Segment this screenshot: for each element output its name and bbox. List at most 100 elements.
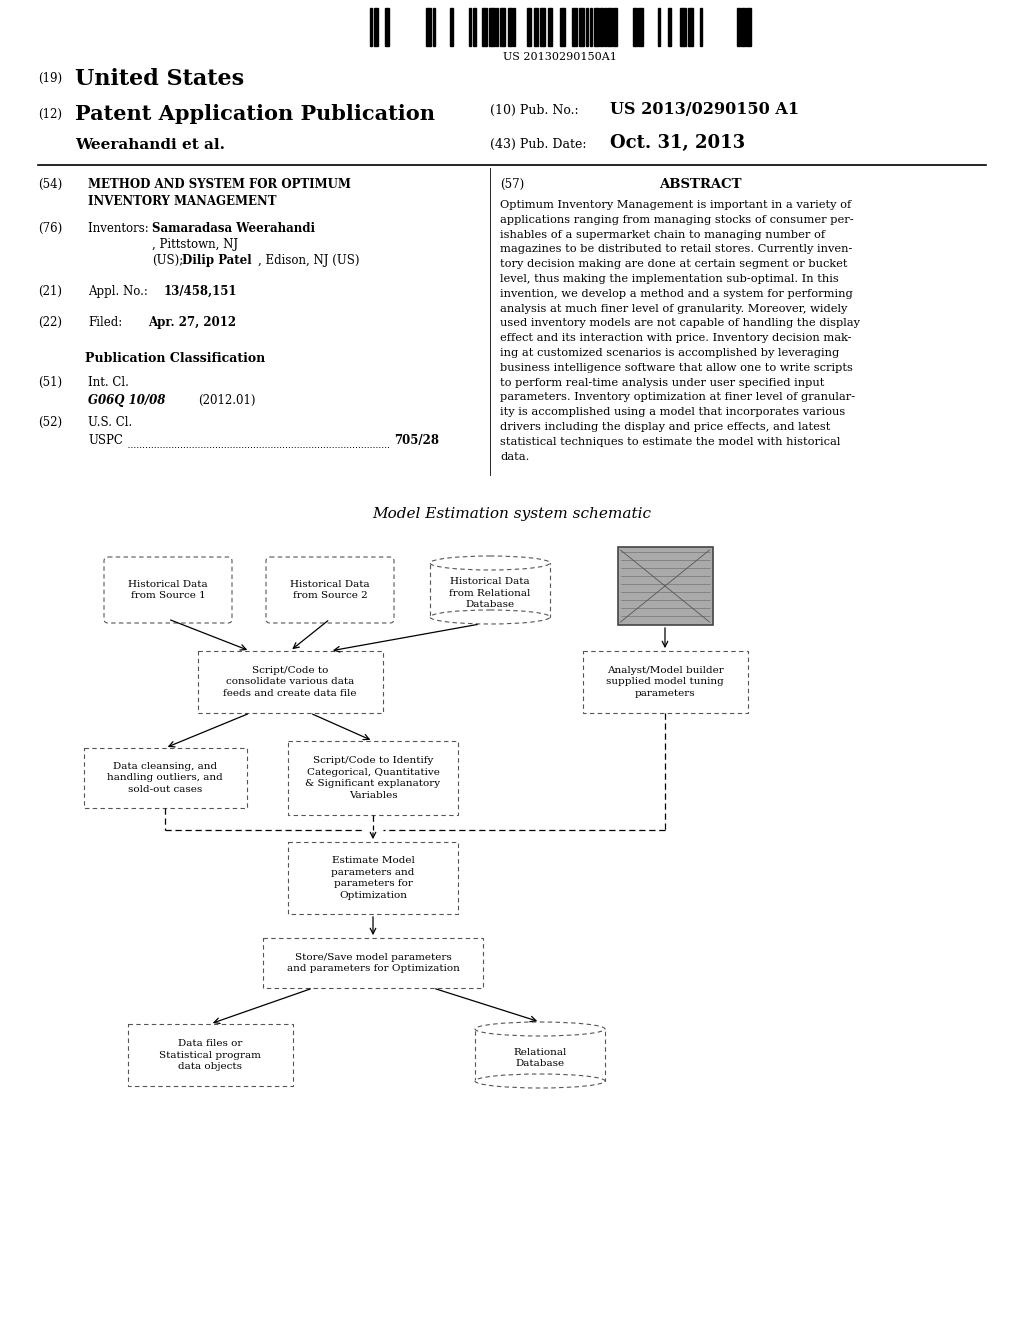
- Text: used inventory models are not capable of handling the display: used inventory models are not capable of…: [500, 318, 860, 329]
- FancyBboxPatch shape: [104, 557, 232, 623]
- Bar: [475, 1030, 605, 1081]
- FancyBboxPatch shape: [583, 651, 748, 713]
- Text: INVENTORY MANAGEMENT: INVENTORY MANAGEMENT: [88, 195, 276, 209]
- Text: Estimate Model
parameters and
parameters for
Optimization: Estimate Model parameters and parameters…: [332, 855, 415, 900]
- Text: 705/28: 705/28: [394, 434, 439, 447]
- Text: (51): (51): [38, 376, 62, 389]
- Text: to perform real-time analysis under user specified input: to perform real-time analysis under user…: [500, 378, 824, 388]
- Text: Weerahandi et al.: Weerahandi et al.: [75, 139, 225, 152]
- Text: , Pittstown, NJ: , Pittstown, NJ: [152, 238, 239, 251]
- Text: Optimum Inventory Management is important in a variety of: Optimum Inventory Management is importan…: [500, 201, 851, 210]
- Ellipse shape: [430, 556, 550, 570]
- Text: magazines to be distributed to retail stores. Currently inven-: magazines to be distributed to retail st…: [500, 244, 852, 255]
- FancyBboxPatch shape: [263, 939, 483, 987]
- Bar: [430, 564, 550, 616]
- Bar: [489, 8, 495, 46]
- Text: Dilip Patel: Dilip Patel: [182, 253, 252, 267]
- Bar: [433, 8, 435, 46]
- FancyBboxPatch shape: [266, 557, 394, 623]
- Bar: [482, 8, 486, 46]
- Text: (10) Pub. No.:: (10) Pub. No.:: [490, 104, 579, 117]
- Text: (22): (22): [38, 315, 62, 329]
- Text: (19): (19): [38, 73, 62, 84]
- FancyBboxPatch shape: [198, 651, 383, 713]
- Bar: [451, 8, 453, 46]
- Text: (52): (52): [38, 416, 62, 429]
- Text: Script/Code to
consolidate various data
feeds and create data file: Script/Code to consolidate various data …: [223, 665, 356, 698]
- FancyBboxPatch shape: [84, 748, 247, 808]
- Text: Historical Data
from Source 1: Historical Data from Source 1: [128, 579, 208, 601]
- Bar: [668, 8, 672, 46]
- Bar: [370, 8, 372, 46]
- Bar: [513, 8, 515, 46]
- Bar: [633, 8, 637, 46]
- Bar: [534, 8, 539, 46]
- Text: US 20130290150A1: US 20130290150A1: [503, 51, 616, 62]
- Bar: [639, 8, 643, 46]
- Bar: [688, 8, 693, 46]
- Text: G06Q 10/08: G06Q 10/08: [88, 393, 165, 407]
- Bar: [741, 8, 744, 46]
- Text: Analyst/Model builder
supplied model tuning
parameters: Analyst/Model builder supplied model tun…: [606, 665, 724, 698]
- Text: statistical techniques to estimate the model with historical: statistical techniques to estimate the m…: [500, 437, 841, 446]
- Bar: [617, 546, 713, 624]
- Text: (57): (57): [500, 178, 524, 191]
- Text: 13/458,151: 13/458,151: [164, 285, 238, 298]
- Text: , Edison, NJ (US): , Edison, NJ (US): [258, 253, 359, 267]
- Text: Appl. No.:: Appl. No.:: [88, 285, 147, 298]
- Bar: [500, 8, 505, 46]
- Text: USPC: USPC: [88, 434, 123, 447]
- Text: Data files or
Statistical program
data objects: Data files or Statistical program data o…: [159, 1039, 261, 1072]
- Bar: [680, 8, 686, 46]
- Bar: [473, 8, 476, 46]
- Text: invention, we develop a method and a system for performing: invention, we develop a method and a sys…: [500, 289, 853, 298]
- Text: Store/Save model parameters
and parameters for Optimization: Store/Save model parameters and paramete…: [287, 953, 460, 973]
- FancyBboxPatch shape: [128, 1024, 293, 1086]
- Text: Historical Data
from Source 2: Historical Data from Source 2: [290, 579, 370, 601]
- Text: (2012.01): (2012.01): [198, 393, 256, 407]
- Text: drivers including the display and price effects, and latest: drivers including the display and price …: [500, 422, 830, 432]
- Text: (21): (21): [38, 285, 62, 298]
- Bar: [737, 8, 739, 46]
- Text: Model Estimation system schematic: Model Estimation system schematic: [373, 507, 651, 521]
- Text: data.: data.: [500, 451, 529, 462]
- Ellipse shape: [475, 1022, 605, 1036]
- Text: Samaradasa Weerahandi: Samaradasa Weerahandi: [152, 222, 315, 235]
- Text: effect and its interaction with price. Inventory decision mak-: effect and its interaction with price. I…: [500, 333, 852, 343]
- Text: Int. Cl.: Int. Cl.: [88, 376, 129, 389]
- Text: ity is accomplished using a model that incorporates various: ity is accomplished using a model that i…: [500, 407, 845, 417]
- Bar: [548, 8, 552, 46]
- Text: ABSTRACT: ABSTRACT: [658, 178, 741, 191]
- Bar: [572, 8, 577, 46]
- Text: Relational
Database: Relational Database: [513, 1048, 566, 1068]
- Bar: [527, 8, 530, 46]
- Bar: [541, 8, 545, 46]
- Text: applications ranging from managing stocks of consumer per-: applications ranging from managing stock…: [500, 215, 854, 224]
- Ellipse shape: [430, 610, 550, 624]
- Text: Patent Application Publication: Patent Application Publication: [75, 104, 435, 124]
- Bar: [508, 8, 512, 46]
- Text: Filed:: Filed:: [88, 315, 122, 329]
- Bar: [469, 8, 471, 46]
- Text: Script/Code to Identify
Categorical, Quantitative
& Significant explanatory
Vari: Script/Code to Identify Categorical, Qua…: [305, 756, 440, 800]
- Bar: [600, 8, 602, 46]
- Text: U.S. Cl.: U.S. Cl.: [88, 416, 132, 429]
- Bar: [699, 8, 701, 46]
- Text: Publication Classification: Publication Classification: [85, 352, 265, 366]
- Text: tory decision making are done at certain segment or bucket: tory decision making are done at certain…: [500, 259, 848, 269]
- Bar: [604, 8, 606, 46]
- Bar: [580, 8, 584, 46]
- Text: Data cleansing, and
handling outliers, and
sold-out cases: Data cleansing, and handling outliers, a…: [108, 762, 223, 795]
- Text: Oct. 31, 2013: Oct. 31, 2013: [610, 135, 745, 152]
- Text: ing at customized scenarios is accomplished by leveraging: ing at customized scenarios is accomplis…: [500, 348, 840, 358]
- Text: level, thus making the implementation sub-optimal. In this: level, thus making the implementation su…: [500, 275, 839, 284]
- Bar: [374, 8, 378, 46]
- Text: United States: United States: [75, 69, 244, 90]
- Text: US 2013/0290150 A1: US 2013/0290150 A1: [610, 102, 799, 117]
- Text: (76): (76): [38, 222, 62, 235]
- Ellipse shape: [475, 1074, 605, 1088]
- Bar: [426, 8, 431, 46]
- Bar: [590, 8, 592, 46]
- Bar: [587, 8, 588, 46]
- Bar: [613, 8, 616, 46]
